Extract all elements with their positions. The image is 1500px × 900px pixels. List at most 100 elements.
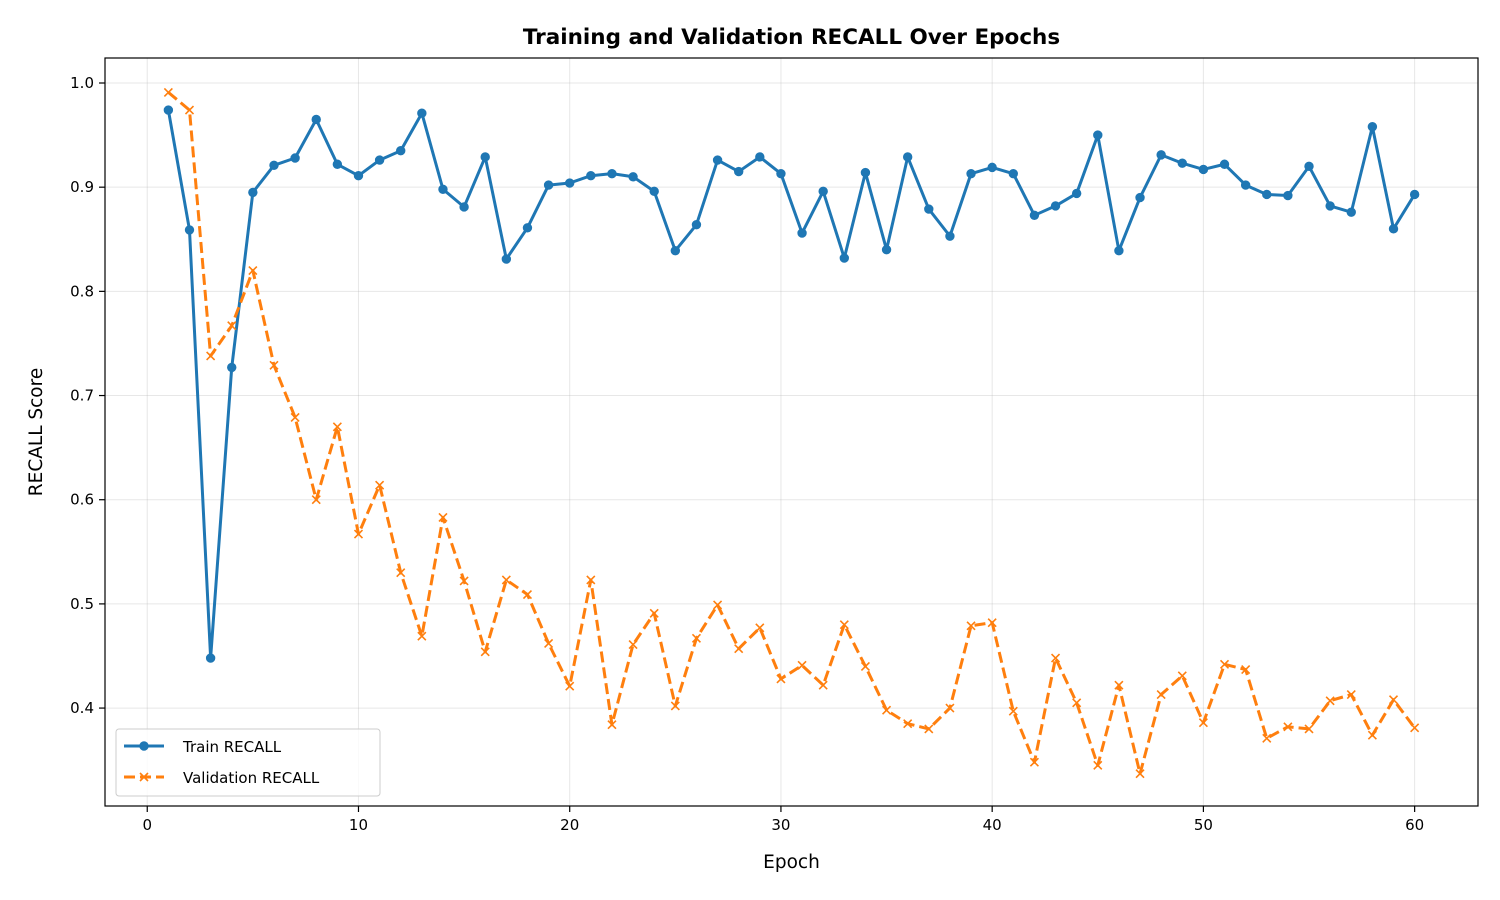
x-tick-label: 0 (142, 816, 152, 834)
validation-point (501, 575, 511, 585)
validation-point (459, 576, 469, 586)
validation-point (290, 412, 300, 422)
train-point (1071, 188, 1082, 199)
validation-point (184, 105, 195, 115)
validation-point (1029, 757, 1039, 767)
plot-frame (104, 57, 1479, 807)
validation-point (417, 631, 427, 641)
train-point (332, 159, 343, 169)
validation-point (1114, 680, 1124, 690)
validation-point (1156, 689, 1166, 700)
train-point (1177, 158, 1187, 168)
validation-point (438, 512, 448, 522)
validation-point (1093, 760, 1103, 770)
validation-point (1283, 722, 1293, 732)
y-tick-label: 0.8 (70, 282, 94, 300)
train-point (1156, 150, 1166, 160)
validation-point (628, 639, 638, 650)
train-point (818, 186, 828, 197)
validation-point (966, 621, 976, 631)
train-point (501, 254, 512, 264)
train-point (1283, 190, 1293, 201)
train-point (290, 153, 300, 163)
validation-point (1325, 696, 1335, 706)
validation-point (691, 633, 702, 643)
train-point (860, 167, 871, 178)
validation-point (1410, 723, 1420, 733)
train-point (966, 168, 976, 179)
validation-point (396, 568, 406, 578)
train-point (1367, 122, 1378, 132)
y-tick-label: 0.7 (70, 387, 94, 405)
train-point (712, 155, 723, 165)
validation-point (860, 661, 870, 671)
train-point (987, 162, 997, 173)
legend: Train RECALL Validation RECALL (115, 728, 381, 797)
validation-point (839, 620, 849, 630)
train-point (205, 653, 216, 663)
train-series (163, 105, 1420, 663)
x-tick-label: 20 (560, 816, 579, 834)
validation-point (1304, 724, 1314, 734)
validation-point (227, 321, 237, 331)
train-point (522, 223, 533, 233)
train-point (269, 160, 279, 171)
train-point (1008, 168, 1018, 179)
legend-validation-marker (139, 772, 149, 782)
validation-point (649, 608, 659, 618)
legend-validation-label: Validation RECALL (183, 769, 320, 787)
validation-point (586, 575, 596, 585)
validation-point (206, 351, 216, 361)
validation-point (881, 705, 892, 715)
validation-point (1388, 695, 1399, 705)
legend-train-marker (139, 741, 149, 751)
train-point (755, 152, 765, 162)
train-point (1388, 224, 1399, 234)
validation-point (565, 681, 575, 691)
train-point (1050, 201, 1061, 211)
validation-point (797, 660, 807, 670)
train-point (586, 171, 596, 181)
train-point (1114, 246, 1124, 256)
x-axis-title: Epoch (763, 852, 820, 873)
train-point (733, 166, 744, 177)
train-point (438, 184, 448, 194)
y-tick-label: 0.9 (70, 178, 94, 196)
validation-point (163, 87, 173, 97)
legend-box (115, 728, 381, 797)
train-point (649, 186, 659, 197)
train-point (1219, 159, 1230, 169)
validation-point (332, 422, 342, 432)
train-point (396, 146, 406, 156)
validation-point (924, 724, 934, 734)
train-point (839, 253, 850, 263)
validation-point (776, 674, 786, 684)
validation-point (713, 600, 723, 610)
train-point (184, 225, 195, 235)
validation-series (163, 87, 1420, 779)
y-tick-label: 0.6 (70, 491, 94, 509)
validation-point (269, 360, 279, 370)
train-point (691, 219, 702, 230)
train-point (945, 231, 955, 241)
train-point (1304, 161, 1314, 172)
train-point (776, 168, 786, 179)
validation-point (522, 589, 533, 600)
x-tick-label: 40 (983, 816, 1002, 834)
train-point (565, 178, 575, 188)
x-tick-label: 60 (1405, 816, 1424, 834)
train-point (881, 244, 892, 255)
train-point (1240, 180, 1251, 190)
train-point (1325, 201, 1335, 211)
series-layer (163, 87, 1420, 779)
train-point (1135, 192, 1145, 203)
validation-point (945, 703, 955, 713)
x-tick-label: 50 (1194, 816, 1213, 834)
validation-point (480, 647, 490, 657)
train-point (543, 180, 554, 190)
validation-point (987, 618, 997, 628)
legend-train-label: Train RECALL (182, 738, 282, 756)
y-tick-label: 0.4 (70, 699, 94, 717)
validation-point (1050, 653, 1061, 663)
train-point (1029, 210, 1040, 221)
